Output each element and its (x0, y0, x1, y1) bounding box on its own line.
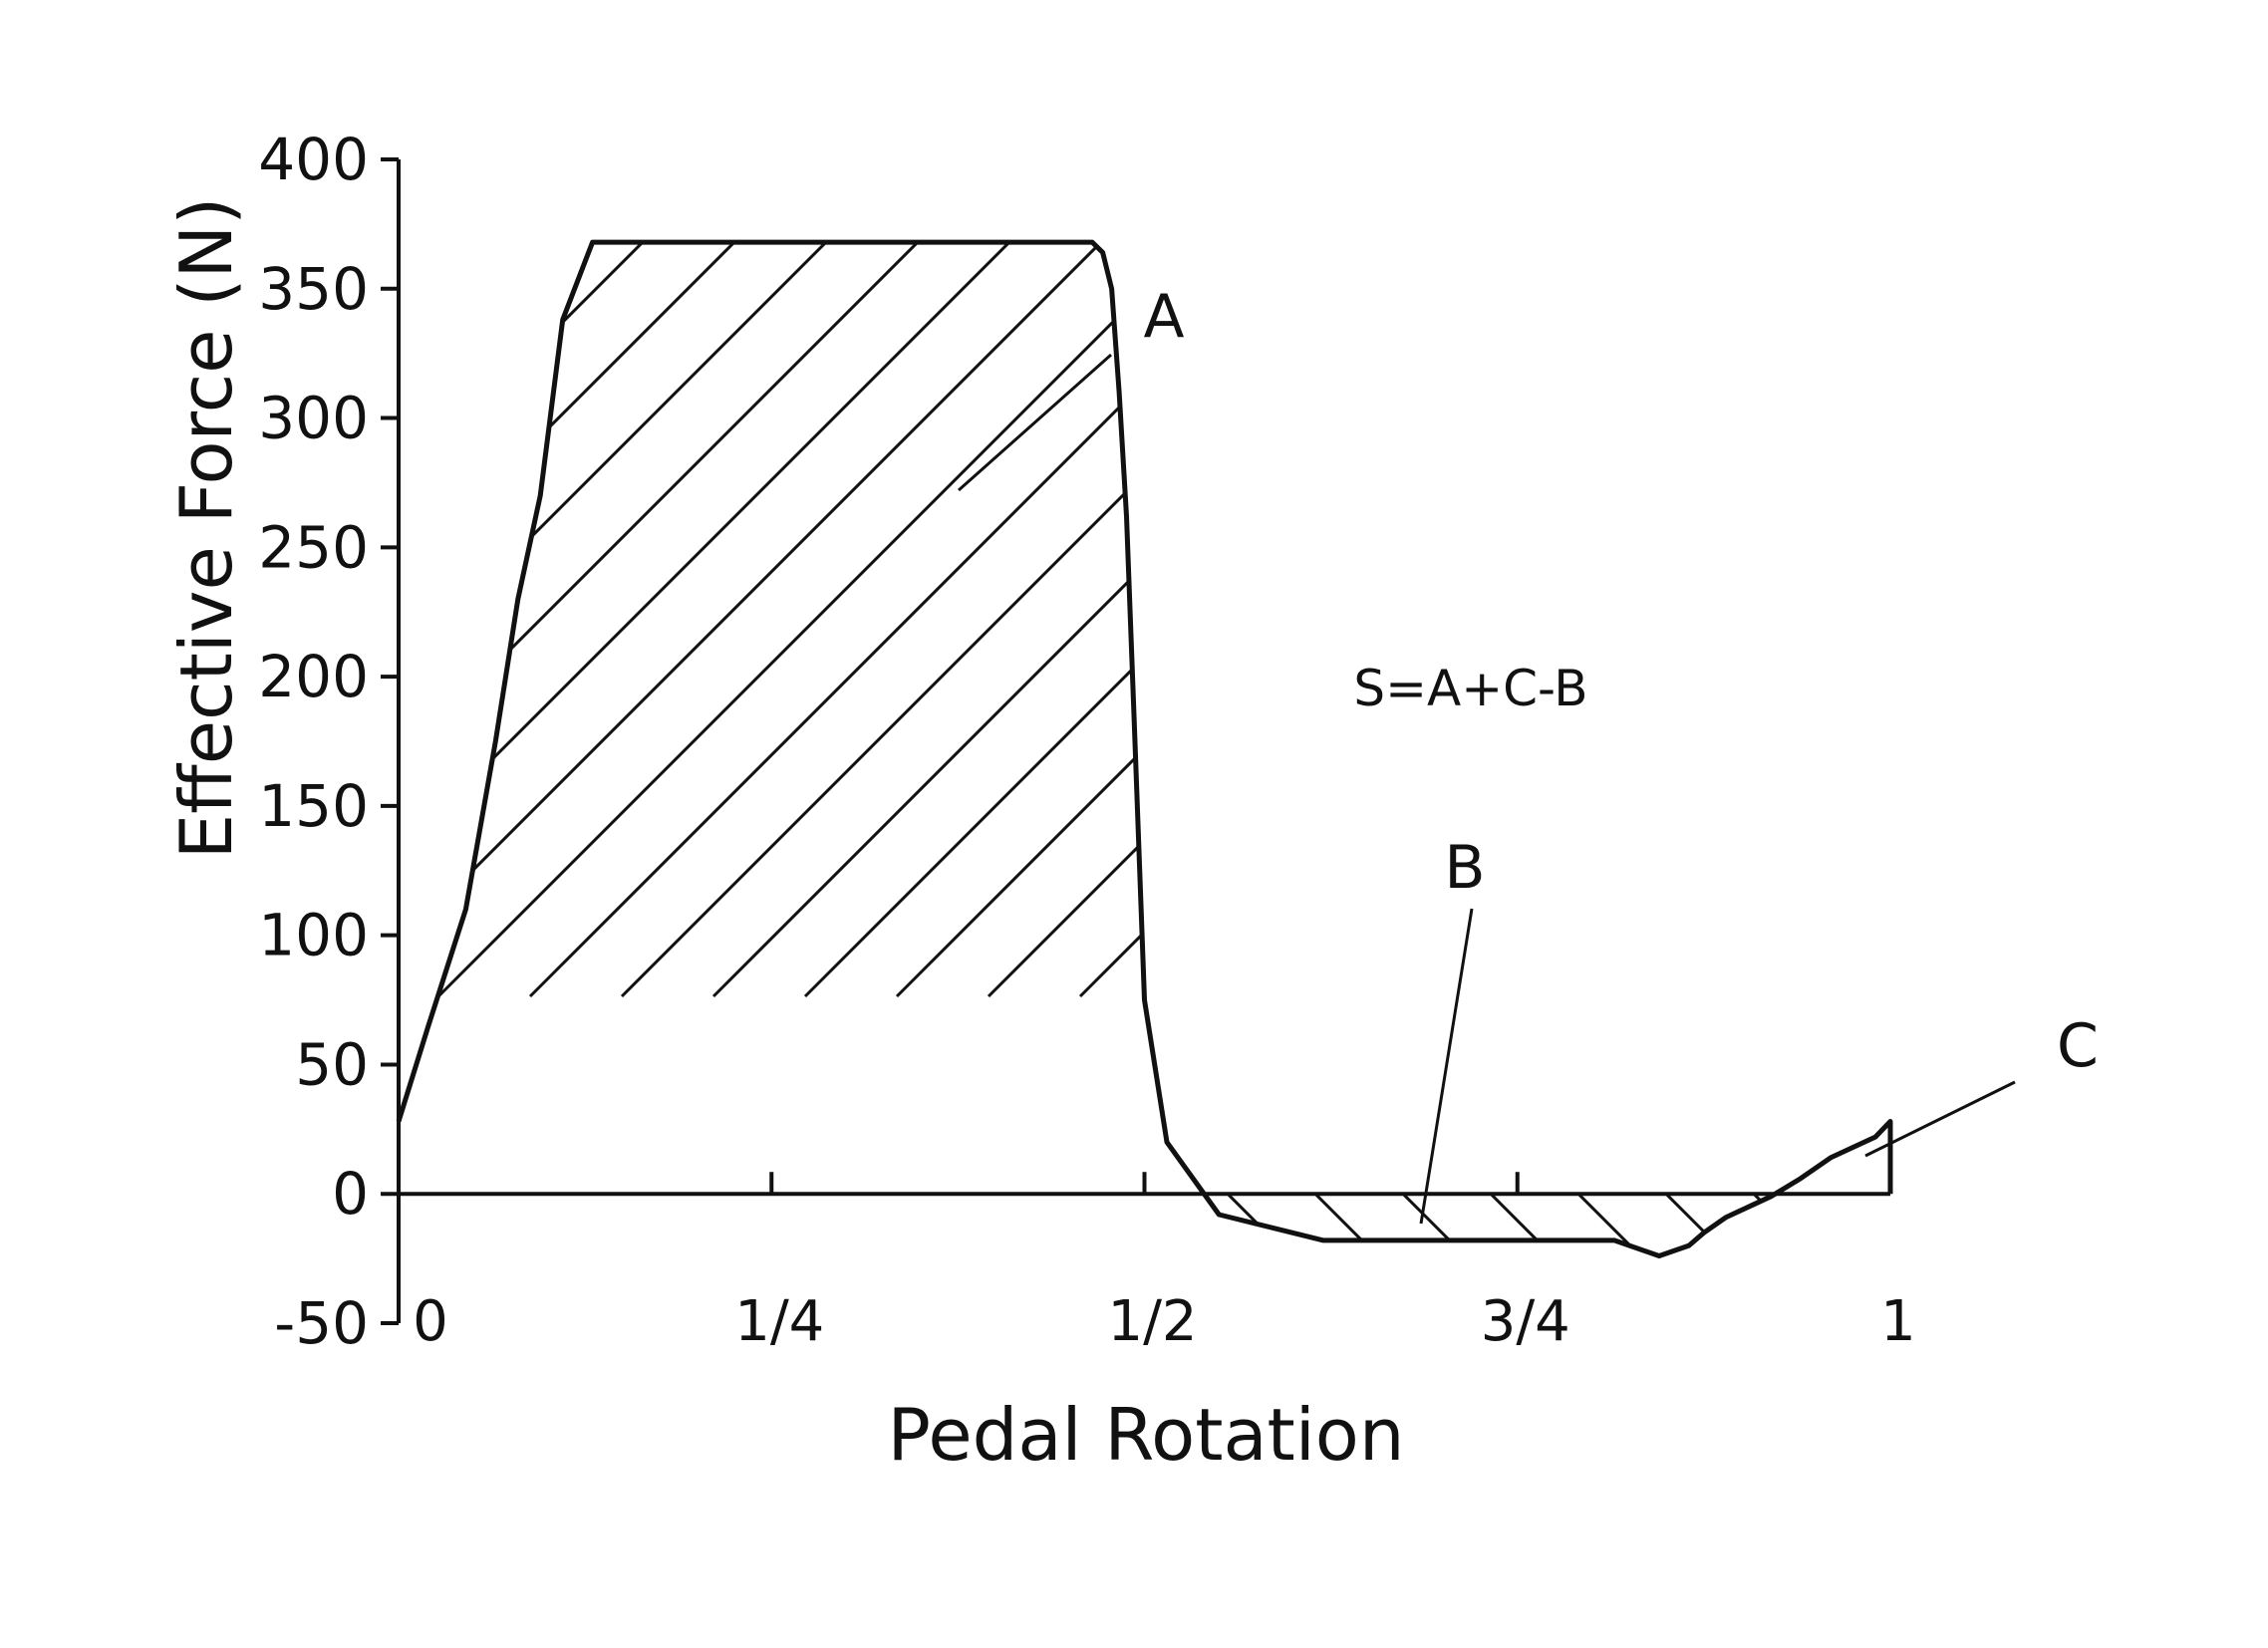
axes (381, 157, 1890, 1325)
leader-line-a (958, 353, 1112, 492)
leader-line-c (1864, 1080, 2016, 1158)
x-tick-label: 1/2 (1107, 1289, 1197, 1354)
y-tick-label: 150 (258, 772, 369, 840)
y-tick-label: 100 (258, 902, 369, 969)
hatch-line (399, 242, 1162, 998)
annotations: A B C S=A+C-B (958, 282, 2099, 1225)
hatch-line (436, 242, 1437, 998)
hatch-line (1720, 242, 1890, 998)
hatch-line (524, 1194, 727, 1256)
hatch-line (436, 1194, 640, 1256)
hatch-line (1353, 242, 1890, 998)
hatch-line (1929, 1194, 2128, 1393)
hatch-line (1997, 0, 2268, 996)
x-tick-label: 3/4 (1481, 1289, 1570, 1354)
region-label-c: C (2057, 1011, 2099, 1081)
hatch-line (0, 1194, 199, 1393)
hatch-line (711, 242, 1712, 998)
hatch-line (399, 242, 1254, 998)
hatch-line (399, 1194, 552, 1256)
hatch-line (1078, 242, 1890, 998)
hatch-line (2017, 1194, 2216, 1393)
hatch-line (0, 0, 60, 996)
hatch-line (1628, 242, 1890, 998)
hatch-line (2192, 1194, 2268, 1393)
hatch-line (1664, 1194, 1867, 1256)
y-tick-label: -50 (274, 1289, 369, 1357)
y-tick-label: 400 (258, 126, 369, 193)
x-tick-label: 0 (413, 1289, 448, 1354)
y-tick-label: 250 (258, 513, 369, 581)
hatch-line (0, 0, 151, 996)
hatch-line (2105, 1194, 2268, 1393)
formula-annotation: S=A+C-B (1353, 660, 1587, 717)
hatch-line (1812, 242, 1890, 998)
hatch-line (1840, 1194, 1890, 1256)
tick-labels: -50 0 50 100 150 200 250 300 350 400 0 1/4 1/2 3/4 1 Pe… (164, 126, 1916, 1477)
y-axis-label: Effective Force (N) (164, 197, 248, 860)
x-tick-label: 1 (1880, 1289, 1916, 1354)
hatch-line (528, 242, 1529, 998)
y-tick-label: 350 (258, 255, 369, 323)
hatch-line (1489, 1194, 1692, 1256)
hatch-line (1445, 242, 1890, 998)
hatch-line (1401, 1194, 1604, 1256)
hatch-line (399, 242, 1345, 998)
region-label-a: A (1143, 282, 1184, 352)
hatch-line (1170, 242, 1890, 998)
force-curve (396, 239, 1893, 1258)
hatch-line (895, 242, 1890, 998)
y-tick-label: 0 (332, 1160, 369, 1228)
hatch-line (1537, 242, 1890, 998)
hatch-line (1262, 242, 1890, 998)
y-tick-label: 300 (258, 385, 369, 452)
hatch-line (399, 242, 979, 998)
hatch-line (88, 1194, 287, 1393)
hatch-line (2089, 0, 2268, 996)
force-curve-line (396, 239, 1893, 1258)
hatch-line (620, 242, 1620, 998)
y-tick-label: 200 (258, 643, 369, 710)
x-axis-label: Pedal Rotation (888, 1393, 1405, 1477)
hatch-line (1905, 0, 2268, 996)
hatch-line (1313, 1194, 1517, 1256)
y-tick-label: 50 (295, 1030, 369, 1098)
x-tick-label: 1/4 (734, 1289, 824, 1354)
hatch-line (2180, 0, 2268, 996)
hatch-line (1576, 1194, 1780, 1256)
hatch-line (803, 242, 1804, 998)
hatch-line (875, 1194, 1078, 1256)
leader-line-b (1419, 908, 1474, 1225)
hatch-line (399, 242, 1070, 998)
hatch-line (1752, 1194, 1890, 1256)
region-label-b: B (1444, 833, 1485, 903)
